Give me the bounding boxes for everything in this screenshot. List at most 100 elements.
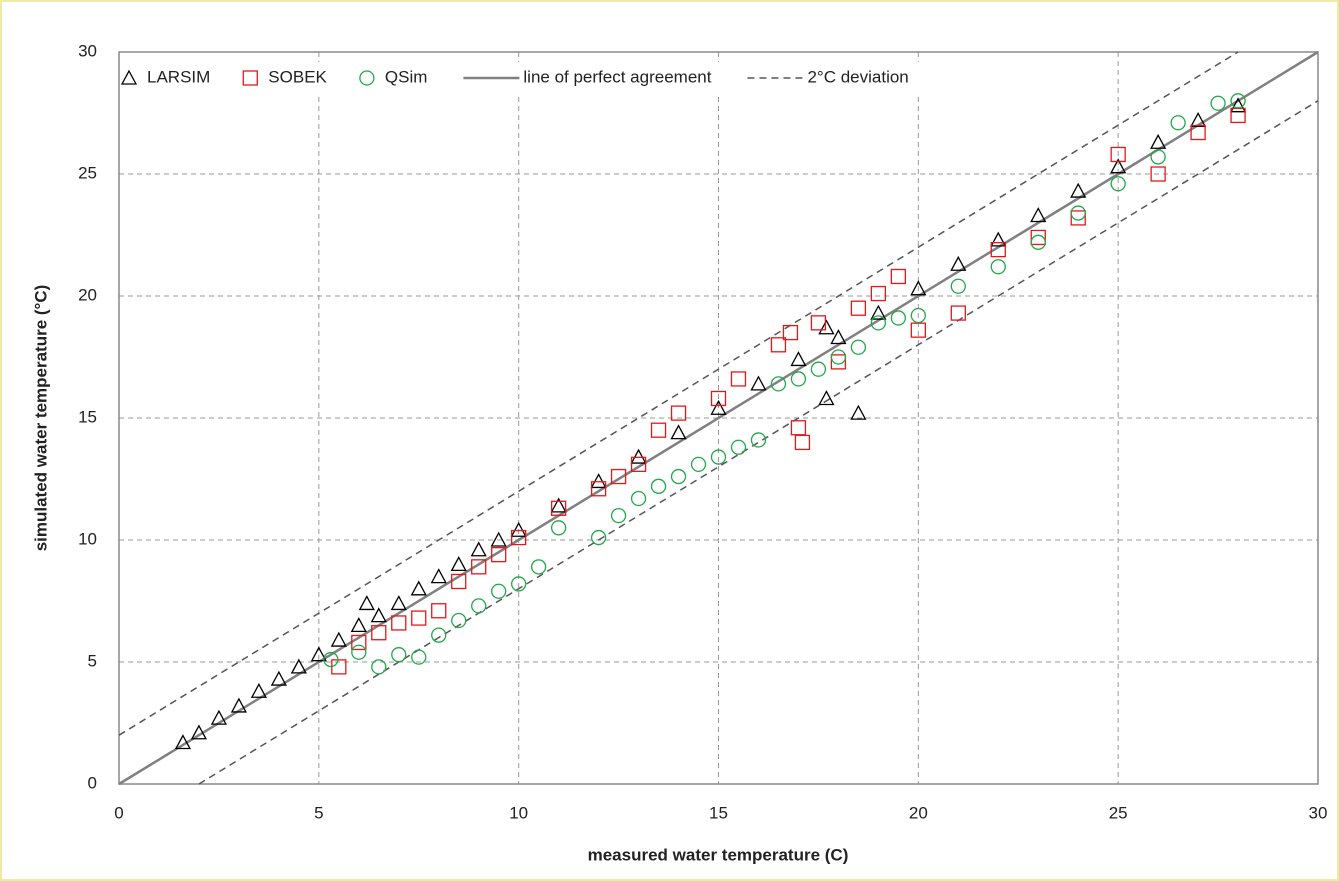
reference-line bbox=[118, 50, 1319, 786]
data-point bbox=[990, 259, 1006, 275]
y-tick-label: 15 bbox=[78, 407, 97, 426]
x-tick-label: 5 bbox=[314, 803, 323, 822]
data-point bbox=[1070, 182, 1087, 198]
data-point bbox=[451, 612, 467, 629]
data-point bbox=[850, 300, 867, 316]
data-point bbox=[590, 529, 607, 546]
x-axis-title: measured water temperature (C) bbox=[588, 845, 849, 864]
data-point bbox=[630, 448, 647, 464]
y-tick-label: 10 bbox=[78, 529, 97, 548]
data-point bbox=[830, 354, 847, 370]
data-point bbox=[451, 573, 467, 590]
data-point bbox=[550, 520, 567, 536]
data-point bbox=[1070, 205, 1086, 221]
data-point bbox=[818, 390, 835, 406]
legend-label: LARSIM bbox=[147, 67, 210, 86]
data-point bbox=[1190, 124, 1206, 141]
data-point bbox=[390, 595, 407, 611]
data-point bbox=[1230, 93, 1246, 109]
data-point bbox=[950, 255, 967, 271]
data-point bbox=[1110, 176, 1126, 192]
data-point bbox=[870, 315, 887, 331]
data-point bbox=[1190, 111, 1207, 127]
data-point bbox=[750, 432, 767, 448]
data-point bbox=[870, 304, 887, 320]
data-point bbox=[610, 507, 627, 524]
plot-frame bbox=[118, 51, 1319, 785]
data-point bbox=[411, 649, 427, 665]
data-point bbox=[511, 529, 527, 546]
data-point bbox=[491, 546, 507, 563]
data-point bbox=[710, 399, 727, 415]
data-point bbox=[730, 371, 747, 387]
data-point bbox=[351, 644, 367, 660]
data-point bbox=[358, 595, 375, 611]
x-tick-label: 25 bbox=[1109, 803, 1128, 822]
data-point bbox=[870, 285, 887, 302]
data-point bbox=[323, 651, 339, 668]
x-tick-label: 0 bbox=[114, 803, 123, 822]
data-point bbox=[910, 280, 927, 296]
legend-marker bbox=[120, 69, 138, 85]
data-point bbox=[1150, 133, 1167, 149]
data-point bbox=[511, 576, 527, 592]
data-point bbox=[850, 339, 867, 355]
data-point bbox=[371, 659, 387, 675]
legend-marker bbox=[242, 70, 258, 86]
data-point bbox=[391, 647, 407, 663]
data-point bbox=[510, 521, 527, 537]
data-point bbox=[770, 376, 787, 392]
data-point bbox=[950, 305, 966, 321]
data-point bbox=[410, 580, 427, 596]
data-point bbox=[670, 424, 687, 440]
data-point bbox=[670, 405, 687, 421]
data-point bbox=[610, 468, 627, 485]
data-point bbox=[210, 709, 228, 725]
data-point bbox=[1170, 115, 1186, 131]
data-point bbox=[710, 390, 727, 407]
x-tick-label: 15 bbox=[709, 803, 728, 822]
data-point bbox=[990, 231, 1007, 247]
data-point bbox=[430, 568, 447, 584]
data-point bbox=[650, 478, 667, 494]
data-point bbox=[351, 634, 367, 651]
data-point bbox=[491, 583, 507, 599]
data-point bbox=[1110, 158, 1127, 174]
y-tick-label: 5 bbox=[88, 651, 97, 670]
data-point bbox=[818, 319, 835, 335]
data-point bbox=[370, 607, 387, 623]
x-tick-label: 20 bbox=[909, 803, 928, 822]
data-point bbox=[1210, 95, 1226, 111]
data-point bbox=[411, 610, 427, 626]
data-point bbox=[290, 658, 307, 674]
data-point bbox=[750, 375, 767, 391]
data-point bbox=[1030, 234, 1046, 250]
data-point bbox=[630, 490, 647, 507]
data-point bbox=[190, 724, 208, 740]
data-point bbox=[490, 531, 507, 547]
x-tick-label: 30 bbox=[1309, 803, 1328, 822]
legend-background bbox=[121, 62, 1061, 94]
data-point bbox=[810, 315, 827, 331]
data-point bbox=[531, 559, 547, 575]
data-point bbox=[1030, 207, 1047, 223]
data-point bbox=[250, 682, 267, 698]
data-point bbox=[450, 556, 467, 572]
data-point bbox=[471, 559, 487, 575]
data-point bbox=[990, 241, 1006, 258]
data-point bbox=[1030, 229, 1046, 246]
data-point bbox=[910, 307, 926, 324]
data-point bbox=[830, 349, 847, 365]
y-tick-label: 0 bbox=[88, 773, 97, 792]
data-point bbox=[230, 697, 247, 713]
data-point bbox=[471, 598, 487, 614]
data-point bbox=[790, 351, 807, 367]
data-point bbox=[690, 456, 707, 473]
legend-label: line of perfect agreement bbox=[523, 67, 711, 86]
data-point bbox=[770, 337, 787, 353]
data-point bbox=[850, 404, 867, 420]
data-point bbox=[810, 361, 827, 377]
